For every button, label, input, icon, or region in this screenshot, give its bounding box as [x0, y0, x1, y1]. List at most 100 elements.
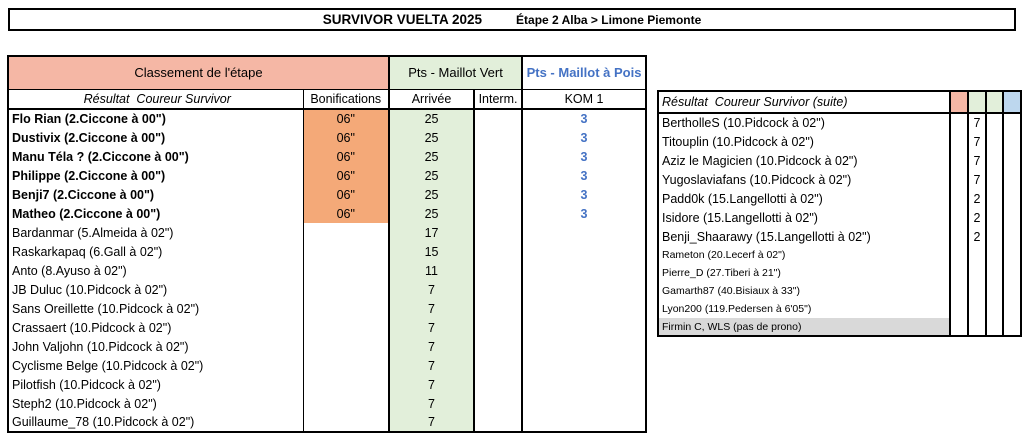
arrivee-points-cell[interactable]: 7: [967, 132, 986, 151]
bonification-cell[interactable]: [302, 337, 390, 356]
kom-points-cell[interactable]: 3: [521, 185, 647, 204]
kom-points-cell[interactable]: 3: [521, 147, 647, 166]
interm-points-cell[interactable]: [473, 223, 523, 242]
kom-points-cell[interactable]: [521, 375, 647, 394]
kom-points-cell[interactable]: [521, 318, 647, 337]
rider-name-cell[interactable]: Pilotfish (10.Pidcock à 02"): [12, 377, 161, 392]
arrivee-points-cell[interactable]: 25: [388, 166, 475, 185]
classement-group-header[interactable]: Classement de l'étape: [8, 56, 390, 90]
rider-name-cell[interactable]: Manu Téla ? (2.Ciccone à 00"): [12, 149, 189, 164]
kom-points-cell[interactable]: 3: [521, 128, 647, 147]
rider-name-cell[interactable]: Cyclisme Belge (10.Pidcock à 02"): [12, 358, 204, 373]
kom-points-cell[interactable]: [521, 242, 647, 261]
kom-points-cell[interactable]: [521, 337, 647, 356]
kom-points-cell[interactable]: [1002, 300, 1021, 318]
bonification-cell[interactable]: [302, 242, 390, 261]
rider-name-cell[interactable]: Rameton (20.Lecerf à 02"): [662, 249, 786, 261]
rider-name-cell[interactable]: Benji7 (2.Ciccone à 00"): [12, 187, 155, 202]
arrivee-points-cell[interactable]: 25: [388, 185, 475, 204]
resultat-suite-column-header[interactable]: Résultat Coureur Survivor (suite): [658, 91, 950, 114]
rider-name-cell[interactable]: Yugoslaviafans (10.Pidcock à 02"): [662, 172, 852, 187]
interm-points-cell[interactable]: [473, 299, 523, 318]
arrivee-points-cell[interactable]: [967, 318, 986, 336]
arrivee-points-cell[interactable]: 17: [388, 223, 475, 242]
kom-points-cell[interactable]: [521, 280, 647, 299]
kom-points-cell[interactable]: [1002, 189, 1021, 208]
rider-name-cell[interactable]: Raskarkapaq (6.Gall à 02"): [12, 244, 163, 259]
interm-points-cell[interactable]: [985, 264, 1003, 282]
rider-name-cell[interactable]: Sans Oreillette (10.Pidcock à 02"): [12, 301, 200, 316]
interm-mini-header[interactable]: [985, 91, 1003, 114]
rider-name-cell[interactable]: Dustivix (2.Ciccone à 00"): [12, 130, 166, 145]
bonification-cell[interactable]: [302, 394, 390, 413]
rider-name-cell[interactable]: Benji_Shaarawy (15.Langellotti à 02"): [662, 229, 871, 244]
bonification-cell[interactable]: 06": [302, 109, 390, 128]
kom-mini-header[interactable]: [1002, 91, 1021, 114]
kom-points-cell[interactable]: [521, 223, 647, 242]
kom-points-cell[interactable]: [1002, 264, 1021, 282]
arrivee-points-cell[interactable]: 7: [388, 337, 475, 356]
rider-name-cell[interactable]: John Valjohn (10.Pidcock à 02"): [12, 339, 189, 354]
bonification-cell[interactable]: [949, 113, 968, 132]
resultat-column-header[interactable]: Résultat Coureur Survivor: [8, 89, 303, 110]
bonification-cell[interactable]: [302, 299, 390, 318]
arrivee-mini-header[interactable]: [967, 91, 986, 114]
interm-column-header[interactable]: Interm.: [473, 89, 523, 110]
arrivee-points-cell[interactable]: 11: [388, 261, 475, 280]
rider-name-cell[interactable]: Philippe (2.Ciccone à 00"): [12, 168, 166, 183]
interm-points-cell[interactable]: [985, 170, 1003, 189]
bonification-cell[interactable]: [949, 300, 968, 318]
rider-name-cell[interactable]: Crassaert (10.Pidcock à 02"): [12, 320, 172, 335]
interm-points-cell[interactable]: [473, 356, 523, 375]
kom-points-cell[interactable]: [521, 261, 647, 280]
bonification-cell[interactable]: [949, 151, 968, 170]
rider-name-cell[interactable]: Anto (8.Ayuso à 02"): [12, 263, 127, 278]
maillot-vert-group-header[interactable]: Pts - Maillot Vert: [388, 56, 523, 90]
interm-points-cell[interactable]: [985, 246, 1003, 264]
interm-points-cell[interactable]: [985, 227, 1003, 246]
interm-points-cell[interactable]: [473, 204, 523, 223]
arrivee-points-cell[interactable]: 7: [388, 356, 475, 375]
maillot-pois-group-header[interactable]: Pts - Maillot à Pois: [521, 56, 647, 90]
kom-points-cell[interactable]: [1002, 282, 1021, 300]
interm-points-cell[interactable]: [985, 282, 1003, 300]
arrivee-points-cell[interactable]: 25: [388, 128, 475, 147]
rider-name-cell[interactable]: Gamarth87 (40.Bisiaux à 33"): [662, 285, 800, 297]
interm-points-cell[interactable]: [985, 189, 1003, 208]
arrivee-points-cell[interactable]: 7: [967, 113, 986, 132]
kom-column-header[interactable]: KOM 1: [521, 89, 647, 110]
kom-points-cell[interactable]: [1002, 227, 1021, 246]
interm-points-cell[interactable]: [473, 185, 523, 204]
interm-points-cell[interactable]: [985, 132, 1003, 151]
kom-points-cell[interactable]: [1002, 132, 1021, 151]
arrivee-points-cell[interactable]: 7: [388, 375, 475, 394]
arrivee-column-header[interactable]: Arrivée: [388, 89, 475, 110]
interm-points-cell[interactable]: [473, 318, 523, 337]
interm-points-cell[interactable]: [985, 318, 1003, 336]
bonification-cell[interactable]: [949, 132, 968, 151]
interm-points-cell[interactable]: [473, 337, 523, 356]
interm-points-cell[interactable]: [985, 151, 1003, 170]
bonification-cell[interactable]: 06": [302, 166, 390, 185]
bonification-cell[interactable]: [949, 170, 968, 189]
bonification-cell[interactable]: 06": [302, 185, 390, 204]
arrivee-points-cell[interactable]: 7: [388, 394, 475, 413]
bonification-cell[interactable]: [949, 282, 968, 300]
rider-name-cell[interactable]: Matheo (2.Ciccone à 00"): [12, 206, 161, 221]
arrivee-points-cell[interactable]: [967, 300, 986, 318]
bonification-cell[interactable]: [302, 413, 390, 432]
rider-name-cell[interactable]: Guillaume_78 (10.Pidcock à 02"): [12, 415, 195, 429]
rider-name-cell[interactable]: Isidore (15.Langellotti à 02"): [662, 210, 818, 225]
bonification-cell[interactable]: 06": [302, 147, 390, 166]
rider-name-cell[interactable]: Titouplin (10.Pidcock à 02"): [662, 134, 814, 149]
bonification-cell[interactable]: [949, 318, 968, 336]
kom-points-cell[interactable]: [521, 299, 647, 318]
kom-points-cell[interactable]: [521, 394, 647, 413]
arrivee-points-cell[interactable]: 2: [967, 208, 986, 227]
arrivee-points-cell[interactable]: 7: [388, 280, 475, 299]
bonification-cell[interactable]: [302, 280, 390, 299]
arrivee-points-cell[interactable]: 25: [388, 109, 475, 128]
bonification-cell[interactable]: [302, 375, 390, 394]
bonifications-column-header[interactable]: Bonifications: [302, 89, 390, 110]
rider-name-cell[interactable]: Steph2 (10.Pidcock à 02"): [12, 396, 157, 411]
